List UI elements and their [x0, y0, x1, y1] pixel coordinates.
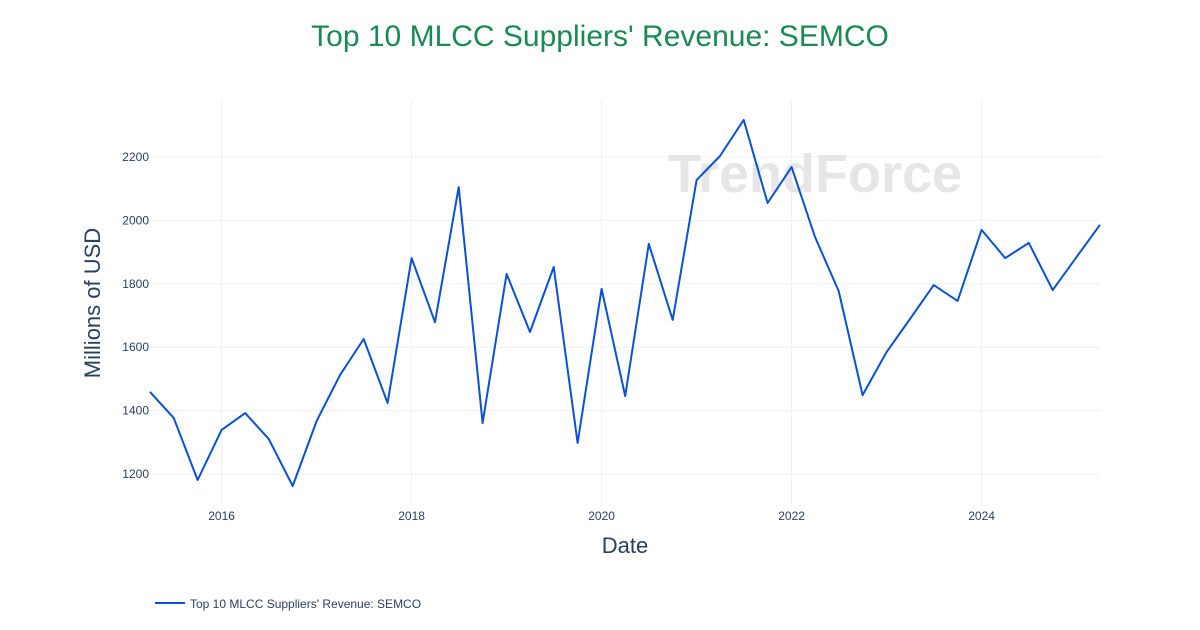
watermark: TrendForce: [668, 144, 962, 204]
series-line: [149, 118, 1101, 487]
legend[interactable]: Top 10 MLCC Suppliers' Revenue: SEMCO: [155, 597, 421, 611]
y-axis-title: Millions of USD: [80, 228, 105, 378]
chart-title: Top 10 MLCC Suppliers' Revenue: SEMCO: [311, 20, 889, 53]
x-tick-label: 2018: [398, 509, 425, 523]
x-tick-label: 2024: [968, 509, 995, 523]
x-tick-label: 2020: [588, 509, 615, 523]
y-tick-label: 2200: [122, 150, 149, 164]
x-axis-title: Date: [602, 533, 648, 558]
x-tick-label: 2022: [778, 509, 805, 523]
x-tick-label: 2016: [208, 509, 235, 523]
grid: [150, 100, 1100, 505]
y-tick-label: 1400: [122, 404, 149, 418]
y-tick-label: 1600: [122, 340, 149, 354]
y-tick-label: 1200: [122, 467, 149, 481]
tick-labels: 1200 1400 1600 1800 2000 2200 2016 2018 2020 2022…: [122, 150, 995, 523]
legend-label: Top 10 MLCC Suppliers' Revenue: SEMCO: [190, 597, 421, 611]
y-tick-label: 2000: [122, 213, 149, 227]
y-tick-label: 1800: [122, 277, 149, 291]
